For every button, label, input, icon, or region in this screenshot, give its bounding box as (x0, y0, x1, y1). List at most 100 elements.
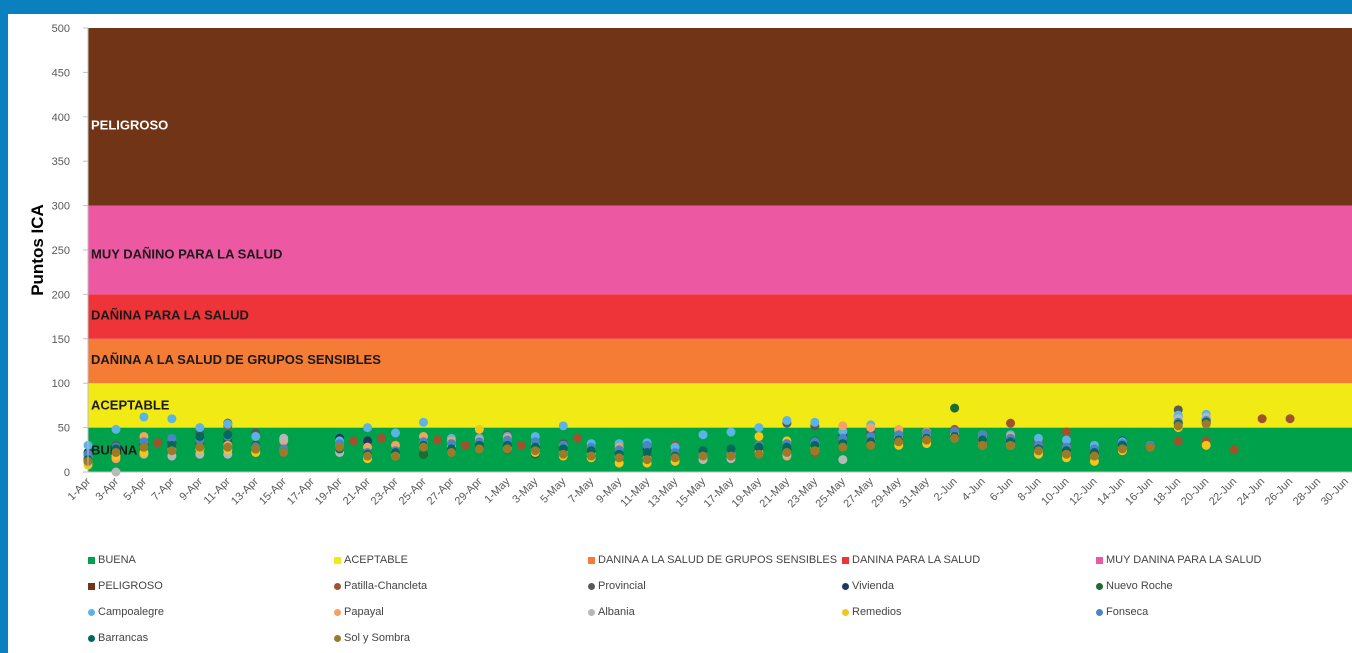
y-axis: 0 50 100 150 200 250 300 350 400 450 500 (52, 23, 89, 479)
data-point (279, 447, 289, 457)
data-point (754, 442, 764, 452)
data-point (978, 440, 988, 450)
data-point (950, 433, 960, 443)
legend-marker (842, 556, 849, 564)
legend-label: DANINA A LA SALUD DE GRUPOS SENSIBLES (598, 554, 838, 566)
x-tick-label: 13-May (646, 475, 681, 510)
x-tick-label: 12-Jun (1067, 476, 1099, 508)
legend-label: Campoalegre (98, 606, 165, 618)
data-point (418, 442, 428, 452)
data-point (1201, 419, 1211, 429)
legend-item: Barrancas (88, 632, 148, 644)
data-point (279, 433, 289, 443)
legend-marker (1096, 556, 1103, 564)
legend-marker (842, 608, 849, 616)
data-point (251, 444, 261, 454)
x-tick-label: 5-May (538, 475, 568, 505)
data-point (642, 440, 652, 450)
data-point (391, 451, 401, 461)
legend-label: BUENA (98, 554, 136, 566)
x-tick-label: 3-May (510, 475, 540, 505)
data-point (335, 442, 345, 452)
band-3 (88, 338, 1352, 384)
band-label-5: MUY DAÑINO PARA LA SALUD (91, 246, 282, 261)
data-point (1061, 435, 1071, 445)
legend-item: Vivienda (842, 580, 894, 592)
data-point (139, 442, 149, 452)
legend-marker (1096, 608, 1103, 616)
data-point (167, 446, 177, 456)
legend-item: Sol y Sombra (334, 632, 410, 644)
band-label-2: ACEPTABLE (91, 397, 170, 412)
data-point (1285, 414, 1295, 424)
x-tick-label: 14-Jun (1095, 476, 1127, 508)
x-tick-label: 16-Jun (1123, 476, 1155, 508)
band-4 (88, 294, 1352, 339)
legend-marker (88, 582, 95, 590)
legend-marker (588, 556, 595, 564)
data-point (670, 453, 680, 463)
data-point (1033, 446, 1043, 456)
data-point (1201, 440, 1211, 450)
x-tick-label: 28-Jun (1291, 476, 1323, 508)
x-tick-label: 1-Apr (66, 475, 94, 503)
y-tick-label: 200 (52, 289, 70, 301)
x-tick-label: 17-Apr (285, 475, 317, 507)
data-point (922, 435, 932, 445)
legend-label: Nuevo Roche (1106, 580, 1173, 592)
x-tick-label: 21-Apr (341, 475, 373, 507)
legend-marker (334, 556, 341, 564)
x-tick-label: 25-May (813, 475, 848, 510)
x-tick-label: 18-Jun (1151, 476, 1183, 508)
aqi-bands (88, 28, 1352, 472)
data-point (586, 451, 596, 461)
legend-item: Provincial (588, 580, 646, 592)
x-tick-label: 27-May (841, 475, 876, 510)
y-tick-label: 150 (52, 334, 70, 346)
data-point (223, 419, 233, 429)
data-point (1117, 444, 1127, 454)
data-point (1061, 427, 1071, 437)
legend-label: PELIGROSO (98, 580, 163, 592)
data-point (642, 455, 652, 465)
data-point (726, 444, 736, 454)
x-tick-label: 1-May (482, 475, 512, 505)
series-sol-y-sombra (83, 419, 1211, 466)
data-point (810, 417, 820, 427)
data-point (558, 421, 568, 431)
data-points (83, 403, 1295, 477)
x-tick-label: 4-Jun (960, 476, 988, 504)
legend-label: Remedios (852, 606, 902, 618)
legend-label: Patilla-Chancleta (344, 580, 428, 592)
legend-label: MUY DANINA PARA LA SALUD (1106, 554, 1262, 566)
data-point (111, 447, 121, 457)
x-tick-label: 23-Apr (369, 475, 401, 507)
legend-marker (88, 556, 95, 564)
legend-label: DANINA PARA LA SALUD (852, 554, 981, 566)
legend-item: Albania (588, 606, 635, 618)
data-point (754, 431, 764, 441)
x-tick-label: 27-Apr (425, 475, 457, 507)
x-tick-label: 23-May (786, 475, 821, 510)
data-point (391, 428, 401, 438)
legend-marker (88, 608, 95, 616)
data-point (1229, 445, 1239, 455)
y-tick-label: 0 (64, 467, 70, 479)
data-point (139, 412, 149, 422)
legend-item: DANINA PARA LA SALUD (842, 554, 980, 566)
band-label-6: PELIGROSO (91, 118, 168, 133)
band-5 (88, 205, 1352, 295)
data-point (446, 447, 456, 457)
legend-marker (334, 582, 341, 590)
data-point (754, 423, 764, 433)
data-point (698, 430, 708, 440)
legend-label: Albania (598, 606, 635, 618)
data-point (1033, 433, 1043, 443)
data-point (223, 442, 233, 452)
x-tick-label: 17-May (702, 475, 737, 510)
data-point (950, 403, 960, 413)
legend-item: BUENA (88, 554, 136, 566)
data-point (866, 440, 876, 450)
data-point (782, 447, 792, 457)
x-tick-label: 15-May (674, 475, 709, 510)
